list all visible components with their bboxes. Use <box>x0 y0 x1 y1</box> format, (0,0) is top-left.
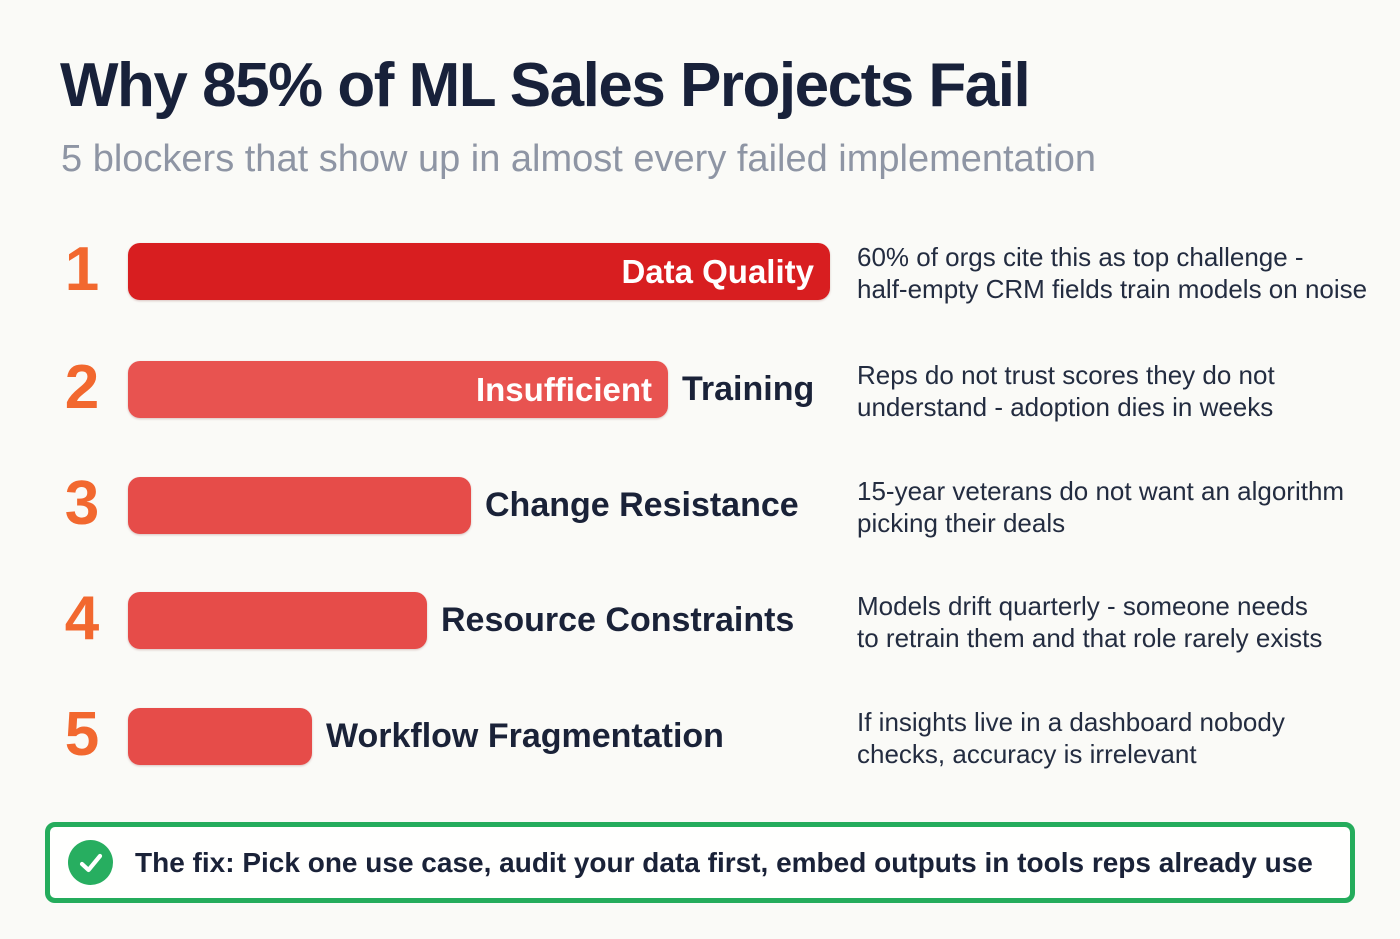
description-line-1: 15-year veterans do not want an algorith… <box>857 476 1345 506</box>
bar-change-resistance <box>128 477 471 534</box>
description-line-2: understand - adoption dies in weeks <box>857 392 1274 422</box>
bar-line: Insufficient Training <box>128 361 814 418</box>
bar-line: Data Quality <box>128 243 844 300</box>
rank-number: 3 <box>64 469 100 538</box>
description-line-2: to retrain them and that role rarely exi… <box>857 623 1323 653</box>
description-line-1: Reps do not trust scores they do not <box>857 360 1275 390</box>
blocker-row-resource-constraints: 4 Resource Constraints Models drift quar… <box>0 584 1400 656</box>
description-line-2: picking their deals <box>857 508 1066 538</box>
bar-insufficient-training: Insufficient <box>128 361 668 418</box>
blocker-description: 15-year veterans do not want an algorith… <box>857 475 1344 539</box>
rank-number: 2 <box>64 353 100 422</box>
fix-callout-box: The fix: Pick one use case, audit your d… <box>45 822 1355 903</box>
blocker-row-insufficient-training: 2 Insufficient Training Reps do not trus… <box>0 353 1400 425</box>
description-line-1: 60% of orgs cite this as top challenge - <box>857 242 1304 272</box>
bar-line: Change Resistance <box>128 477 799 534</box>
bar-line: Workflow Fragmentation <box>128 708 724 765</box>
bar-label-outside: Change Resistance <box>485 486 799 524</box>
bar-line: Resource Constraints <box>128 592 794 649</box>
bar-data-quality: Data Quality <box>128 243 830 300</box>
blocker-row-data-quality: 1 Data Quality 60% of orgs cite this as … <box>0 235 1400 307</box>
bar-resource-constraints <box>128 592 427 649</box>
blocker-row-workflow-fragmentation: 5 Workflow Fragmentation If insights liv… <box>0 700 1400 772</box>
blocker-row-change-resistance: 3 Change Resistance 15-year veterans do … <box>0 469 1400 541</box>
description-line-2: checks, accuracy is irrelevant <box>857 739 1197 769</box>
fix-callout-text: The fix: Pick one use case, audit your d… <box>135 846 1313 878</box>
description-line-1: Models drift quarterly - someone needs <box>857 591 1308 621</box>
rank-number: 4 <box>64 584 100 653</box>
bar-label-outside: Resource Constraints <box>441 601 795 639</box>
bar-label-inside: Insufficient <box>475 370 652 408</box>
bar-label-outside: Workflow Fragmentation <box>326 717 724 755</box>
blocker-description: 60% of orgs cite this as top challenge -… <box>857 241 1367 305</box>
page-title: Why 85% of ML Sales Projects Fail <box>60 51 1031 120</box>
rank-number: 1 <box>64 235 100 304</box>
blocker-description: If insights live in a dashboard nobody c… <box>857 706 1285 770</box>
check-icon <box>68 840 113 885</box>
description-line-1: If insights live in a dashboard nobody <box>857 707 1285 737</box>
blocker-description: Reps do not trust scores they do not und… <box>857 359 1275 423</box>
rank-number: 5 <box>64 700 100 769</box>
bar-label-outside: Training <box>682 370 815 408</box>
bar-label-inside: Data Quality <box>621 252 814 290</box>
bar-workflow-fragmentation <box>128 708 312 765</box>
blocker-description: Models drift quarterly - someone needs t… <box>857 590 1322 654</box>
page-subtitle: 5 blockers that show up in almost every … <box>61 138 1096 180</box>
description-line-2: half-empty CRM fields train models on no… <box>857 274 1368 304</box>
